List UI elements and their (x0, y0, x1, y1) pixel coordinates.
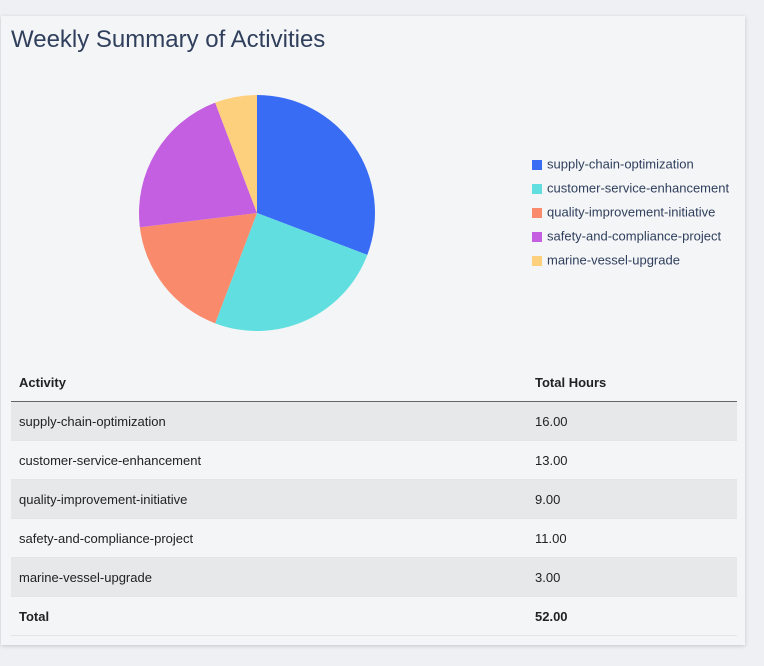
card: Weekly Summary of Activities supply-chai… (1, 16, 745, 645)
table-row: supply-chain-optimization 16.00 (11, 401, 737, 441)
header-cell: Activity (11, 363, 527, 402)
legend-label: safety-and-compliance-project (547, 228, 722, 243)
legend-swatch (532, 184, 542, 194)
table-cell: 9.00 (527, 479, 737, 519)
pie-slice (139, 213, 257, 324)
table-cell: 3.00 (527, 557, 737, 597)
table-cell: 13.00 (527, 440, 737, 480)
table-row: customer-service-enhancement 13.00 (11, 440, 737, 480)
legend-swatch (532, 232, 542, 242)
pie-slice (215, 95, 257, 213)
header-row: Activity Total Hours (11, 363, 737, 402)
table-cell: safety-and-compliance-project (11, 518, 527, 558)
legend-label: customer-service-enhancement (547, 180, 729, 195)
table-cell: 16.00 (527, 401, 737, 441)
pie-slice (139, 102, 257, 228)
pie-slice (257, 95, 376, 255)
table-cell: 11.00 (527, 518, 737, 558)
table-cell: marine-vessel-upgrade (11, 557, 527, 597)
pie-slice (215, 213, 368, 331)
total-row: Total 52.00 (11, 596, 737, 636)
total-cell: 52.00 (527, 596, 737, 636)
table-cell: customer-service-enhancement (11, 440, 527, 480)
legend-label: quality-improvement-initiative (547, 204, 715, 219)
table-cell: supply-chain-optimization (11, 401, 527, 441)
table-row: marine-vessel-upgrade 3.00 (11, 557, 737, 597)
total-cell: Total (11, 596, 527, 636)
legend-swatch (532, 160, 542, 170)
table-cell: quality-improvement-initiative (11, 479, 527, 519)
legend-label: marine-vessel-upgrade (547, 252, 680, 267)
legend-label: supply-chain-optimization (547, 156, 694, 171)
legend-swatch (532, 208, 542, 218)
chart-title: Weekly Summary of Activities (11, 26, 326, 53)
header-cell: Total Hours (527, 363, 737, 402)
table-row: quality-improvement-initiative 9.00 (11, 479, 737, 519)
table-row: safety-and-compliance-project 11.00 (11, 518, 737, 558)
chart: supply-chain-optimization customer-servic… (139, 95, 729, 331)
legend-swatch (532, 256, 542, 266)
summary-table: Activity Total Hours supply-chain-optimi… (11, 363, 737, 636)
